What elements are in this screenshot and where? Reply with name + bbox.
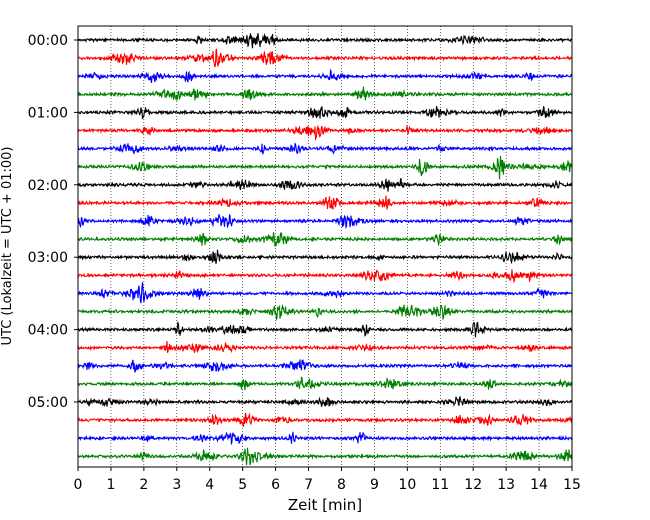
trace-1: [77, 32, 573, 49]
trace-8: [77, 155, 573, 180]
x-tick-label-7: 7: [304, 477, 313, 493]
y-tick-label-1: 01:00: [28, 105, 68, 121]
trace-4: [77, 86, 573, 102]
y-tick-label-5: 05:00: [28, 395, 68, 411]
trace-23: [77, 431, 573, 445]
trace-9: [77, 177, 573, 192]
x-tick-label-14: 14: [530, 477, 548, 493]
x-axis-ticks: 0 1 2 3 4 5 6 7 8 9 10 11 12 13 14 15: [74, 467, 581, 493]
trace-16: [77, 304, 573, 321]
trace-18: [77, 341, 573, 354]
trace-15: [77, 282, 573, 304]
trace-17: [77, 320, 573, 338]
x-tick-label-13: 13: [497, 477, 515, 493]
y-axis-ticks: 00:00 01:00 02:00 03:00 04:00 05:00: [28, 33, 78, 411]
x-tick-label-12: 12: [464, 477, 482, 493]
plot-frame: [77, 25, 573, 468]
trace-21: [77, 396, 573, 408]
x-tick-label-4: 4: [205, 477, 214, 493]
x-tick-label-5: 5: [238, 477, 247, 493]
trace-20: [77, 376, 573, 391]
x-tick-label-3: 3: [172, 477, 181, 493]
trace-group: [77, 32, 573, 466]
x-tick-label-15: 15: [563, 477, 581, 493]
trace-14: [77, 269, 573, 284]
x-tick-label-10: 10: [398, 477, 416, 493]
trace-2: [77, 48, 573, 68]
trace-22: [77, 412, 573, 427]
x-tick-label-1: 1: [106, 477, 115, 493]
trace-12: [77, 232, 573, 247]
trace-6: [77, 125, 573, 141]
y-tick-label-2: 02:00: [28, 178, 68, 194]
trace-7: [77, 142, 573, 155]
trace-13: [77, 249, 573, 265]
x-axis-label: Zeit [min]: [288, 496, 362, 514]
x-tick-label-2: 2: [139, 477, 148, 493]
trace-11: [77, 214, 573, 230]
x-tick-label-9: 9: [370, 477, 379, 493]
x-tick-label-6: 6: [271, 477, 280, 493]
trace-19: [77, 359, 573, 374]
trace-5: [77, 105, 573, 120]
trace-3: [77, 68, 573, 84]
y-tick-label-4: 04:00: [28, 323, 68, 339]
trace-24: [77, 447, 573, 466]
trace-10: [77, 195, 573, 211]
x-tick-label-0: 0: [74, 477, 83, 493]
y-tick-label-3: 03:00: [28, 250, 68, 266]
x-tick-label-8: 8: [337, 477, 346, 493]
y-axis-label: UTC (Lokalzeit = UTC + 01:00): [0, 147, 15, 346]
x-tick-label-11: 11: [431, 477, 449, 493]
y-tick-label-0: 00:00: [28, 33, 68, 49]
